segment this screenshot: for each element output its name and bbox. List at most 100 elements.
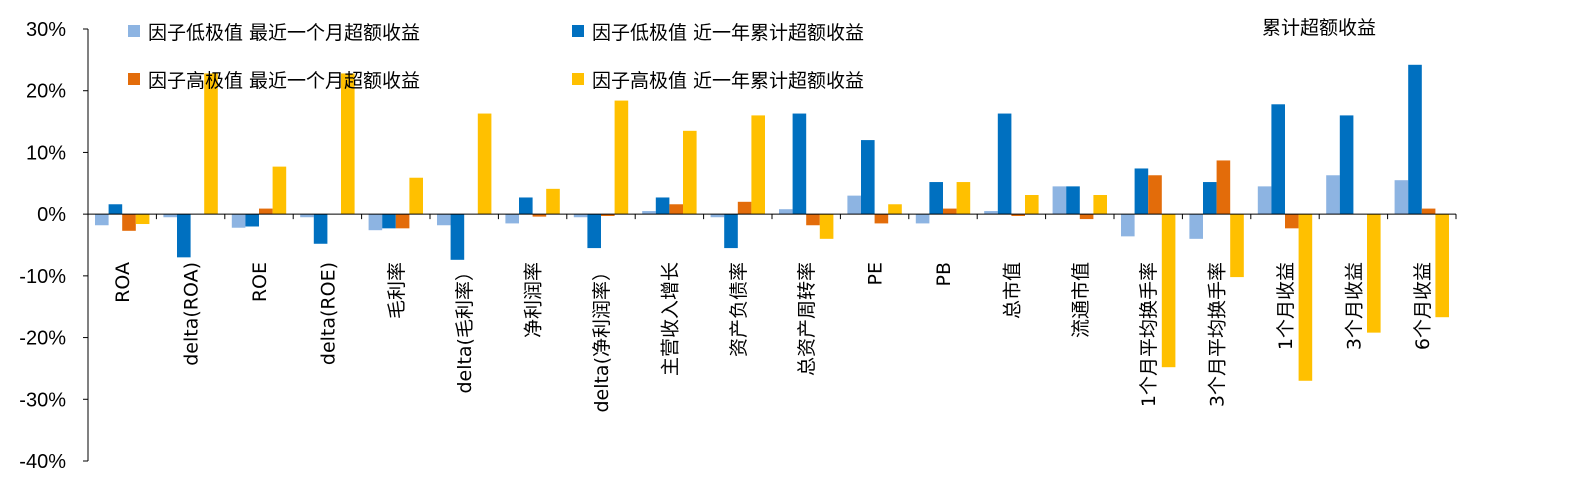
bar <box>1435 214 1449 318</box>
bar <box>779 209 793 215</box>
bar <box>122 214 136 231</box>
bar <box>519 197 533 215</box>
bar <box>1271 104 1285 215</box>
category-label: 资产负债率 <box>728 262 750 357</box>
bar <box>1121 214 1135 237</box>
x-axis <box>87 213 1457 220</box>
bar <box>1298 214 1313 381</box>
bar <box>874 214 889 224</box>
bar <box>1066 186 1080 215</box>
category-label: 净利润率 <box>523 262 545 338</box>
bar <box>1161 214 1176 368</box>
bar <box>1326 175 1340 215</box>
category-label: 1个月平均换手率 <box>1138 262 1160 407</box>
bar <box>368 214 383 231</box>
y-tick-label: -40% <box>19 451 66 473</box>
y-tick-label: 0% <box>37 204 66 226</box>
bar <box>313 214 328 244</box>
category-label: 流通市值 <box>1070 262 1092 338</box>
bar <box>819 214 834 239</box>
bar <box>341 73 355 215</box>
bar <box>437 214 451 226</box>
bar <box>984 211 998 215</box>
y-tick-label: 20% <box>26 81 66 103</box>
bar <box>477 113 492 215</box>
bar <box>1339 115 1354 215</box>
bar <box>409 177 423 215</box>
bar <box>245 214 259 227</box>
bar <box>915 214 930 224</box>
legend-swatch <box>572 73 584 85</box>
bar <box>724 214 738 249</box>
bar <box>532 214 547 217</box>
bar <box>204 73 218 215</box>
bar <box>601 214 615 216</box>
x-tick-labels: ROA delta(ROA) ROE delta(ROE) 毛利率 delta(毛利率） 净… <box>112 262 1434 413</box>
category-label: 3个月平均换手率 <box>1207 262 1229 407</box>
bar <box>929 182 943 215</box>
y-tick-label: 30% <box>26 19 66 41</box>
bar <box>1394 180 1409 215</box>
bar <box>95 214 109 226</box>
bar <box>108 204 123 215</box>
bar <box>1011 214 1025 216</box>
bar <box>1367 214 1381 333</box>
bars <box>95 64 1449 381</box>
bar <box>997 113 1012 215</box>
bar <box>1285 214 1299 229</box>
bar <box>1408 64 1422 215</box>
bar <box>231 214 246 228</box>
bar <box>1216 160 1231 215</box>
legend-swatch <box>128 73 140 85</box>
category-label: delta(ROA) <box>181 262 203 366</box>
bar <box>272 166 287 215</box>
bar <box>751 115 765 215</box>
bar <box>177 214 191 258</box>
bar <box>1230 214 1244 278</box>
legend-label: 因子高极值 近一年累计超额收益 <box>592 70 864 92</box>
bar <box>573 214 588 218</box>
chart-annotation: 累计超额收益 <box>1262 17 1376 39</box>
bar <box>683 130 697 215</box>
bar <box>1421 208 1436 215</box>
legend-swatch <box>128 25 140 37</box>
y-tick-label: 10% <box>26 142 66 164</box>
bar <box>1052 186 1067 215</box>
bar <box>135 214 150 225</box>
legend-swatch <box>572 25 584 37</box>
bar <box>1189 214 1203 239</box>
category-label: 3个月收益 <box>1343 262 1365 350</box>
category-label: delta(ROE) <box>317 262 339 365</box>
bar <box>614 100 629 215</box>
bar <box>1025 195 1039 215</box>
bar <box>792 113 807 215</box>
category-label: 毛利率 <box>386 262 408 319</box>
bar <box>300 214 314 218</box>
y-axis: 30% 20% 10% 0% -10% -20% -30% -40% <box>19 19 89 473</box>
bar <box>505 214 519 224</box>
y-tick-label: -30% <box>19 389 66 411</box>
bar <box>737 201 752 215</box>
category-label: delta(净利润率） <box>591 262 613 413</box>
category-label: PB <box>933 262 955 287</box>
bar <box>1257 186 1272 215</box>
bar <box>450 214 465 260</box>
bar <box>861 140 875 215</box>
y-tick-label: -20% <box>19 328 66 350</box>
bar <box>1203 182 1217 215</box>
legend-label: 因子低极值 最近一个月超额收益 <box>148 22 420 44</box>
bar <box>1134 168 1149 215</box>
bar <box>888 204 902 215</box>
bar <box>587 214 601 249</box>
category-label: ROA <box>112 262 134 303</box>
bar <box>382 214 396 229</box>
bar <box>642 211 656 215</box>
legend-label: 因子低极值 近一年累计超额收益 <box>592 22 864 44</box>
bar <box>847 195 861 215</box>
legend-label: 因子高极值 最近一个月超额收益 <box>148 70 420 92</box>
bar <box>1079 214 1094 220</box>
bar <box>710 214 725 218</box>
category-label: delta(毛利率） <box>454 262 476 394</box>
category-label: 1个月收益 <box>1275 262 1297 350</box>
